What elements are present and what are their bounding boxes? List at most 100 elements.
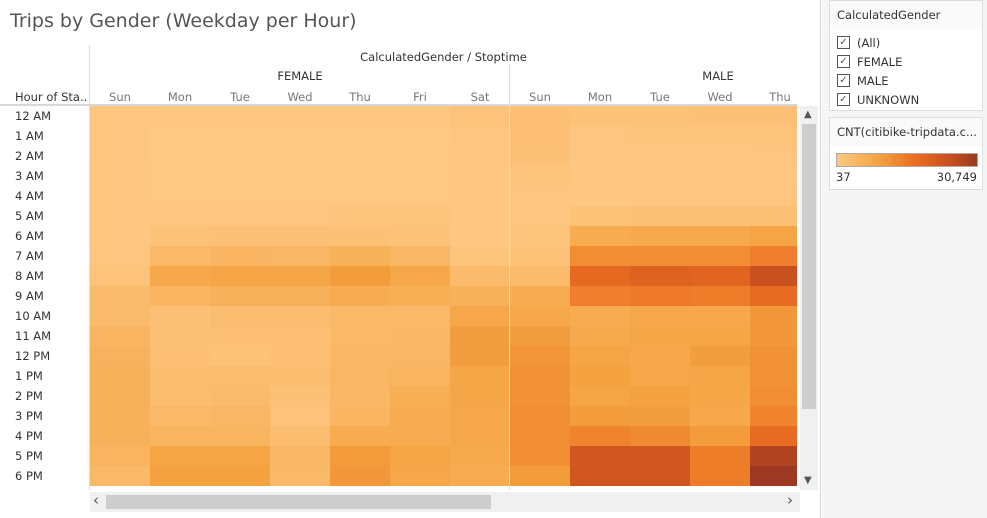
heatmap-cell[interactable] bbox=[630, 286, 690, 306]
heatmap-cell[interactable] bbox=[630, 466, 690, 486]
heatmap-cell[interactable] bbox=[330, 446, 390, 466]
heatmap-cell[interactable] bbox=[150, 286, 210, 306]
heatmap-cell[interactable] bbox=[630, 266, 690, 286]
heatmap-cell[interactable] bbox=[210, 186, 270, 206]
heatmap-cell[interactable] bbox=[690, 286, 750, 306]
heatmap-cell[interactable] bbox=[210, 366, 270, 386]
heatmap-cell[interactable] bbox=[210, 426, 270, 446]
heatmap-cell[interactable] bbox=[630, 386, 690, 406]
heatmap-cell[interactable] bbox=[690, 246, 750, 266]
heatmap-cell[interactable] bbox=[90, 406, 150, 426]
heatmap-cell[interactable] bbox=[750, 426, 797, 446]
heatmap-cell[interactable] bbox=[390, 166, 450, 186]
heatmap-cell[interactable] bbox=[690, 206, 750, 226]
checkbox-icon[interactable]: ✓ bbox=[837, 93, 850, 106]
heatmap-cell[interactable] bbox=[330, 126, 390, 146]
heatmap-cell[interactable] bbox=[150, 146, 210, 166]
heatmap-cell[interactable] bbox=[90, 126, 150, 146]
heatmap-cell[interactable] bbox=[450, 386, 510, 406]
heatmap-cell[interactable] bbox=[570, 306, 630, 326]
heatmap-cell[interactable] bbox=[570, 186, 630, 206]
heatmap-cell[interactable] bbox=[450, 166, 510, 186]
heatmap-cell[interactable] bbox=[570, 246, 630, 266]
heatmap-cell[interactable] bbox=[510, 346, 570, 366]
heatmap-cell[interactable] bbox=[390, 326, 450, 346]
heatmap-cell[interactable] bbox=[690, 406, 750, 426]
horizontal-scroll-thumb[interactable] bbox=[106, 495, 491, 509]
heatmap-cell[interactable] bbox=[690, 146, 750, 166]
heatmap-cell[interactable] bbox=[690, 186, 750, 206]
heatmap-cell[interactable] bbox=[750, 106, 797, 126]
heatmap-cell[interactable] bbox=[510, 406, 570, 426]
heatmap-cell[interactable] bbox=[750, 286, 797, 306]
heatmap-cell[interactable] bbox=[210, 406, 270, 426]
heatmap-cell[interactable] bbox=[570, 326, 630, 346]
heatmap-cell[interactable] bbox=[150, 466, 210, 486]
heatmap-cell[interactable] bbox=[390, 346, 450, 366]
heatmap-cell[interactable] bbox=[450, 146, 510, 166]
heatmap-cell[interactable] bbox=[270, 466, 330, 486]
heatmap-cell[interactable] bbox=[630, 246, 690, 266]
heatmap-cell[interactable] bbox=[210, 246, 270, 266]
heatmap-cell[interactable] bbox=[390, 306, 450, 326]
heatmap-cell[interactable] bbox=[690, 126, 750, 146]
heatmap-cell[interactable] bbox=[390, 246, 450, 266]
heatmap-cell[interactable] bbox=[450, 446, 510, 466]
heatmap-cell[interactable] bbox=[270, 186, 330, 206]
heatmap-cell[interactable] bbox=[390, 126, 450, 146]
heatmap-cell[interactable] bbox=[90, 366, 150, 386]
heatmap-cell[interactable] bbox=[570, 286, 630, 306]
heatmap-cell[interactable] bbox=[330, 266, 390, 286]
heatmap-cell[interactable] bbox=[690, 446, 750, 466]
heatmap-cell[interactable] bbox=[510, 466, 570, 486]
heatmap-cell[interactable] bbox=[150, 186, 210, 206]
heatmap-cell[interactable] bbox=[630, 306, 690, 326]
heatmap-cell[interactable] bbox=[750, 226, 797, 246]
heatmap-cell[interactable] bbox=[270, 406, 330, 426]
heatmap-cell[interactable] bbox=[90, 286, 150, 306]
heatmap-cell[interactable] bbox=[210, 466, 270, 486]
heatmap-cell[interactable] bbox=[750, 166, 797, 186]
scroll-right-icon[interactable]: › bbox=[787, 491, 793, 509]
heatmap-cell[interactable] bbox=[330, 346, 390, 366]
heatmap-cell[interactable] bbox=[450, 126, 510, 146]
heatmap-cell[interactable] bbox=[690, 306, 750, 326]
heatmap-cell[interactable] bbox=[690, 326, 750, 346]
heatmap-cell[interactable] bbox=[210, 166, 270, 186]
heatmap-cell[interactable] bbox=[90, 166, 150, 186]
heatmap-cell[interactable] bbox=[150, 106, 210, 126]
heatmap-cell[interactable] bbox=[450, 326, 510, 346]
heatmap-cell[interactable] bbox=[150, 446, 210, 466]
heatmap-cell[interactable] bbox=[390, 226, 450, 246]
heatmap-cell[interactable] bbox=[630, 366, 690, 386]
heatmap-cell[interactable] bbox=[270, 146, 330, 166]
checkbox-icon[interactable]: ✓ bbox=[837, 74, 850, 87]
heatmap-cell[interactable] bbox=[750, 446, 797, 466]
heatmap-cell[interactable] bbox=[450, 286, 510, 306]
heatmap-cell[interactable] bbox=[570, 266, 630, 286]
heatmap-cell[interactable] bbox=[570, 446, 630, 466]
heatmap-cell[interactable] bbox=[750, 146, 797, 166]
heatmap-cell[interactable] bbox=[750, 126, 797, 146]
heatmap-cell[interactable] bbox=[450, 406, 510, 426]
scroll-left-icon[interactable]: ‹ bbox=[93, 491, 99, 509]
heatmap-cell[interactable] bbox=[390, 426, 450, 446]
heatmap-cell[interactable] bbox=[270, 206, 330, 226]
heatmap-cell[interactable] bbox=[150, 246, 210, 266]
heatmap-cell[interactable] bbox=[390, 206, 450, 226]
heatmap-cell[interactable] bbox=[210, 286, 270, 306]
heatmap-cell[interactable] bbox=[630, 106, 690, 126]
heatmap-cell[interactable] bbox=[510, 126, 570, 146]
heatmap-cell[interactable] bbox=[270, 246, 330, 266]
heatmap-cell[interactable] bbox=[690, 426, 750, 446]
heatmap-cell[interactable] bbox=[90, 206, 150, 226]
heatmap-cell[interactable] bbox=[90, 326, 150, 346]
heatmap-cell[interactable] bbox=[270, 106, 330, 126]
filter-option[interactable]: ✓ (All) bbox=[830, 33, 982, 52]
heatmap-cell[interactable] bbox=[270, 366, 330, 386]
heatmap-cell[interactable] bbox=[330, 386, 390, 406]
heatmap-cell[interactable] bbox=[570, 206, 630, 226]
scroll-down-icon[interactable]: ▼ bbox=[804, 475, 812, 486]
heatmap-cell[interactable] bbox=[630, 346, 690, 366]
heatmap-cell[interactable] bbox=[270, 286, 330, 306]
